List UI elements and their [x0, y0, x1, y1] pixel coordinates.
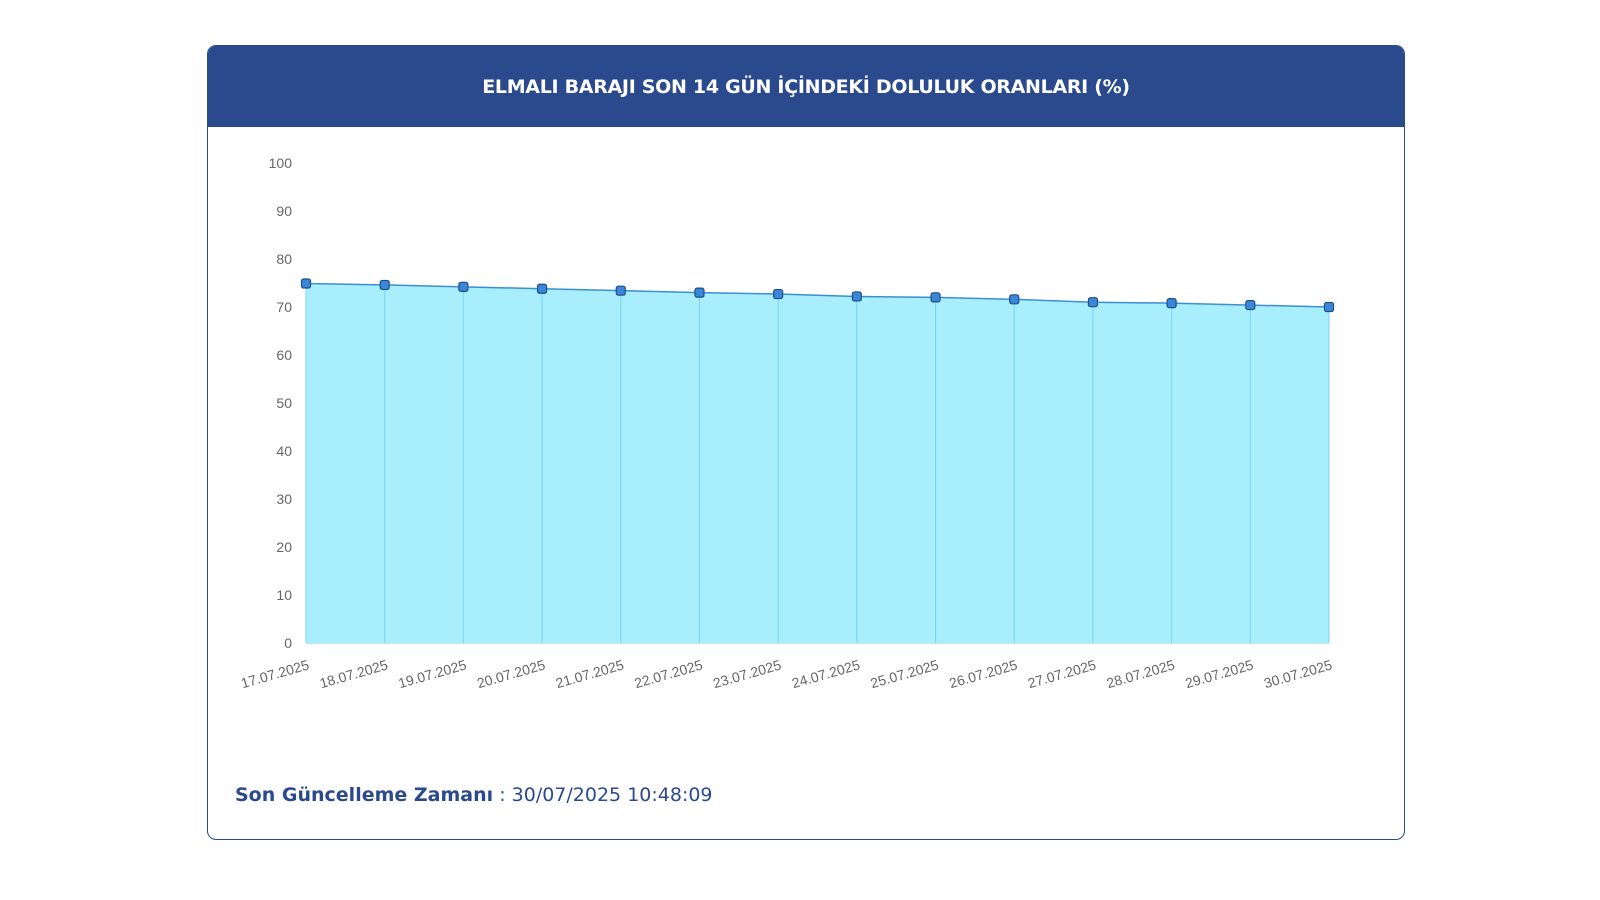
y-tick-label: 10: [276, 587, 292, 603]
x-tick-label: 30.07.2025: [1262, 656, 1334, 691]
x-tick-label: 25.07.2025: [869, 656, 941, 691]
data-point: [1323, 301, 1335, 313]
last-update-value: 30/07/2025 10:48:09: [511, 784, 713, 806]
y-tick-label: 30: [276, 491, 292, 507]
chart-area: 0 10 20 30 40 50 60 70 80 90 100 17.07.2025 18.07.20…: [239, 155, 1335, 691]
y-tick-label: 70: [276, 299, 292, 315]
data-point: [536, 283, 548, 294]
data-point: [458, 281, 469, 292]
data-point: [1245, 299, 1256, 311]
data-point: [1166, 298, 1177, 309]
x-tick-label: 24.07.2025: [790, 656, 862, 691]
data-point: [851, 291, 862, 302]
series-line: [305, 282, 1330, 308]
data-point: [773, 288, 784, 300]
y-tick-label: 80: [276, 251, 292, 267]
last-update-separator: :: [493, 784, 512, 806]
y-tick-label: 50: [276, 395, 292, 411]
data-point: [300, 278, 312, 289]
chart-card: ELMALI BARAJI SON 14 GÜN İÇİNDEKİ DOLULU…: [207, 45, 1405, 840]
y-tick-label: 100: [269, 155, 293, 171]
card-header: ELMALI BARAJI SON 14 GÜN İÇİNDEKİ DOLULU…: [208, 46, 1404, 127]
last-update: Son Güncelleme Zamanı : 30/07/2025 10:48…: [235, 784, 713, 806]
y-tick-label: 40: [276, 443, 292, 459]
y-tick-label: 20: [276, 539, 292, 555]
x-tick-label: 28.07.2025: [1105, 656, 1177, 691]
x-tick-label: 29.07.2025: [1183, 656, 1255, 691]
x-tick-label: 21.07.2025: [554, 656, 626, 691]
series-area-group: [306, 283, 1329, 643]
x-tick-label: 20.07.2025: [475, 656, 547, 691]
last-update-label: Son Güncelleme Zamanı: [235, 784, 494, 806]
series-area-fill: [306, 283, 1329, 643]
x-tick-label: 19.07.2025: [396, 656, 468, 691]
data-point: [1087, 297, 1099, 308]
data-point: [694, 287, 705, 298]
chart-title: ELMALI BARAJI SON 14 GÜN İÇİNDEKİ DOLULU…: [482, 75, 1130, 98]
y-tick-label: 0: [284, 635, 292, 651]
x-tick-label: 23.07.2025: [711, 656, 783, 691]
data-point: [930, 292, 941, 303]
x-tick-label: 27.07.2025: [1026, 656, 1098, 691]
x-tick-label: 18.07.2025: [318, 656, 390, 691]
y-tick-label: 90: [276, 203, 292, 219]
x-tick-label: 22.07.2025: [633, 656, 705, 691]
x-tick-label: 26.07.2025: [947, 656, 1019, 691]
data-point: [1009, 294, 1020, 305]
x-tick-label: 17.07.2025: [239, 656, 311, 691]
data-point: [379, 279, 390, 291]
data-point: [615, 285, 626, 296]
y-tick-label: 60: [276, 347, 292, 363]
